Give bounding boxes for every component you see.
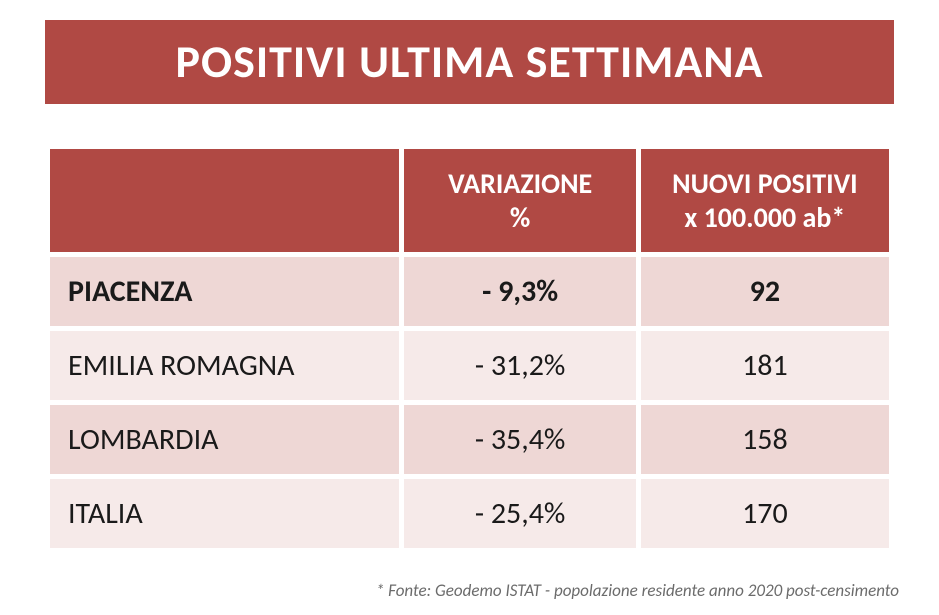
cell-region: PIACENZA bbox=[48, 255, 402, 329]
cell-region: LOMBARDIA bbox=[48, 403, 402, 477]
cell-variazione: - 25,4% bbox=[402, 477, 638, 551]
cell-nuovi: 158 bbox=[638, 403, 891, 477]
col-header-nuovi: NUOVI POSITIVIx 100.000 ab* bbox=[638, 147, 891, 255]
cell-nuovi: 92 bbox=[638, 255, 891, 329]
cell-nuovi: 170 bbox=[638, 477, 891, 551]
table-row: EMILIA ROMAGNA - 31,2% 181 bbox=[48, 329, 892, 403]
cell-variazione: - 31,2% bbox=[402, 329, 638, 403]
col-header-region bbox=[48, 147, 402, 255]
col-header-variazione: VARIAZIONE% bbox=[402, 147, 638, 255]
table-row: LOMBARDIA - 35,4% 158 bbox=[48, 403, 892, 477]
cell-region: EMILIA ROMAGNA bbox=[48, 329, 402, 403]
footnote-text: * Fonte: Geodemo ISTAT - popolazione res… bbox=[376, 580, 899, 601]
cell-nuovi: 181 bbox=[638, 329, 891, 403]
data-table: VARIAZIONE% NUOVI POSITIVIx 100.000 ab* … bbox=[45, 144, 894, 553]
table-header-row: VARIAZIONE% NUOVI POSITIVIx 100.000 ab* bbox=[48, 147, 892, 255]
page-title: POSITIVI ULTIMA SETTIMANA bbox=[45, 20, 894, 104]
table-row: ITALIA - 25,4% 170 bbox=[48, 477, 892, 551]
table-body: PIACENZA - 9,3% 92 EMILIA ROMAGNA - 31,2… bbox=[48, 255, 892, 551]
cell-region: ITALIA bbox=[48, 477, 402, 551]
cell-variazione: - 9,3% bbox=[402, 255, 638, 329]
table-row: PIACENZA - 9,3% 92 bbox=[48, 255, 892, 329]
cell-variazione: - 35,4% bbox=[402, 403, 638, 477]
